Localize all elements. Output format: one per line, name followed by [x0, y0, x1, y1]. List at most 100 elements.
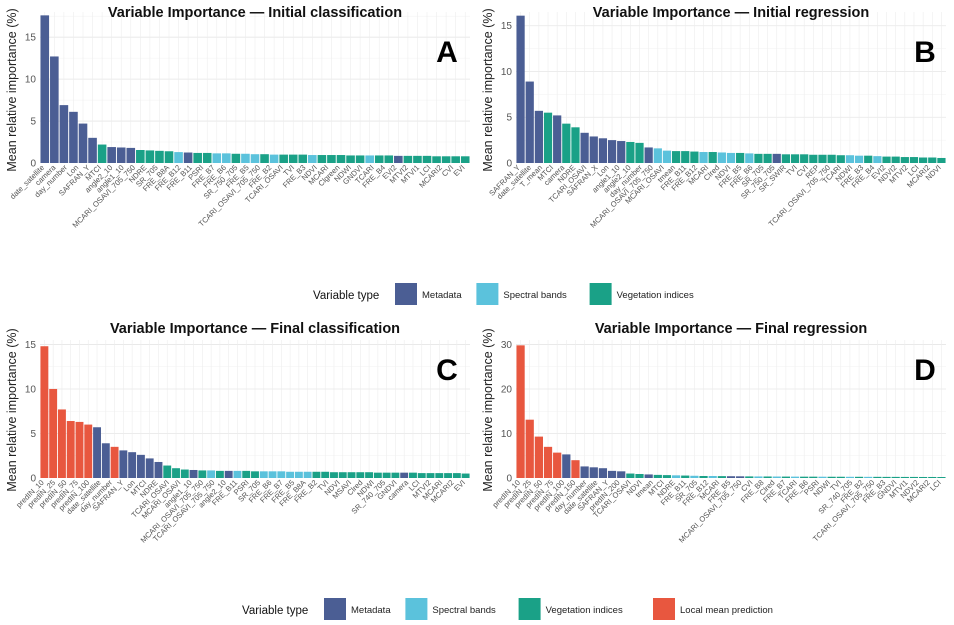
chart-panel-a: 051015date_satellitecameraday_numberLonS…	[5, 5, 470, 230]
bar-TCARI	[374, 155, 384, 163]
bar-angle1_10	[726, 476, 736, 478]
bar-LCI	[409, 472, 417, 478]
legend-label: Spectral bands	[432, 605, 496, 616]
bar-FRE_B4	[854, 155, 864, 163]
bar-SR_750_705	[231, 153, 241, 163]
bar-FRE_B4	[250, 154, 260, 163]
bar-Lon	[154, 461, 163, 478]
bar-NDVI2	[403, 155, 413, 163]
bar-day_number	[617, 141, 626, 163]
bar-NDRE	[562, 123, 571, 163]
y-tick-label: 0	[506, 159, 512, 170]
bar-predIN_200	[101, 443, 110, 478]
bar-camera	[400, 472, 409, 478]
bar-TVI	[288, 154, 298, 163]
bar-predIN_150	[562, 454, 571, 478]
y-tick-label: 10	[25, 384, 37, 395]
bar-FRE_B8A	[164, 151, 174, 163]
bar-predIN_25	[525, 419, 534, 478]
bar-predIN_100	[553, 452, 562, 478]
bar-NDWI	[836, 155, 845, 163]
bar-Clred	[763, 476, 772, 478]
bar-FRE_B5	[708, 475, 717, 478]
bar-SR_SWIR	[763, 153, 772, 163]
bar-MCARI_OSAVI_705_750	[626, 141, 635, 163]
y-axis-label: Mean relative importance (%)	[5, 328, 19, 491]
bar-SR	[827, 154, 836, 163]
bar-Clgreen	[355, 155, 365, 163]
bar-SAFRAN_Y	[589, 467, 598, 478]
bar-NDVI	[317, 155, 327, 163]
bar-FRE_B4b	[394, 155, 403, 163]
y-tick-label: 0	[30, 474, 36, 485]
bar-MTCI	[653, 474, 662, 478]
bar-MCARI2	[909, 476, 919, 478]
bar-PSRI	[242, 470, 251, 478]
bar-LCI	[432, 156, 441, 163]
bar-MTCI	[97, 144, 107, 163]
bar-CVI	[347, 472, 356, 478]
bar-FRE_B11	[233, 470, 242, 478]
bar-GNDVI	[391, 472, 400, 478]
legend-swatch	[324, 598, 346, 620]
bar-MCARI	[671, 151, 681, 163]
legend-swatch	[395, 283, 417, 305]
y-tick-label: 15	[25, 340, 37, 351]
y-axis-label: Mean relative importance (%)	[481, 8, 495, 171]
bar-MTVI2	[413, 155, 422, 163]
legend-swatch	[589, 283, 612, 305]
bar-EVI2	[864, 155, 873, 163]
bar-date	[116, 147, 126, 163]
bar-EVI2	[384, 155, 394, 163]
bar-angle2_10	[736, 476, 745, 478]
x-tick-label: LCI	[928, 478, 943, 493]
bar-TCARI_OSAVI	[626, 473, 635, 478]
bar-SR_705	[681, 475, 690, 478]
bar-PSRI	[800, 476, 809, 478]
bar-FRE_B8A	[286, 471, 295, 478]
y-axis-label: Mean relative importance (%)	[481, 328, 495, 491]
legend-title: Variable type	[242, 605, 308, 617]
bar-FRE_B7	[772, 476, 781, 478]
legend-label: Local mean prediction	[680, 605, 773, 616]
y-axis-label: Mean relative importance (%)	[5, 8, 19, 171]
bar-day_number	[59, 105, 69, 163]
y-tick-label: 10	[501, 429, 513, 440]
y-tick-label: 10	[501, 67, 513, 78]
bar-predIN_100	[75, 421, 84, 478]
bar-SAFRAN_X	[136, 454, 145, 478]
bar-SR_740_705	[836, 476, 845, 478]
bar-EVI	[460, 156, 470, 163]
bar-TVI	[827, 476, 836, 478]
chart-title: Variable Importance — Initial classifica…	[108, 5, 402, 21]
bar-MSAVI	[338, 472, 347, 478]
bar-TCARI_OSAVI_705_750	[215, 470, 224, 478]
chart-panel-d: 0102030predIN_10predIN_25predIN_50predIN…	[481, 321, 946, 545]
bar-camera	[553, 115, 562, 163]
bar-TCARI_OSAVI_705_750	[809, 154, 818, 163]
bar-Clgreen	[373, 472, 382, 478]
bar-EVI	[909, 157, 919, 163]
bar-FRE_B3	[864, 476, 873, 478]
y-tick-label: 10	[25, 75, 37, 86]
bar-MTVI1	[919, 157, 928, 163]
bar-CVI	[790, 154, 800, 163]
bar-predIN_75	[543, 446, 553, 478]
bar-date	[110, 446, 119, 478]
bar-FRE_B8	[754, 476, 763, 478]
bar-FRE_B11	[183, 152, 193, 163]
bar-angle1_10	[598, 138, 608, 163]
bar-angle2_10	[607, 140, 617, 163]
bar-tmean	[644, 147, 653, 163]
bar-FRE_B6	[790, 476, 800, 478]
bar-CIgreen	[873, 476, 882, 478]
legend-swatch	[405, 598, 428, 620]
bar-MCARI_OSAVI_705_750	[198, 470, 207, 478]
y-tick-label: 15	[501, 21, 513, 32]
bar-Lon	[589, 136, 598, 163]
bar-predIN_200	[617, 471, 626, 478]
bar-FRE_B3	[303, 471, 312, 478]
bar-date_satellite	[580, 466, 589, 478]
bar-FRE_B7	[212, 153, 222, 163]
